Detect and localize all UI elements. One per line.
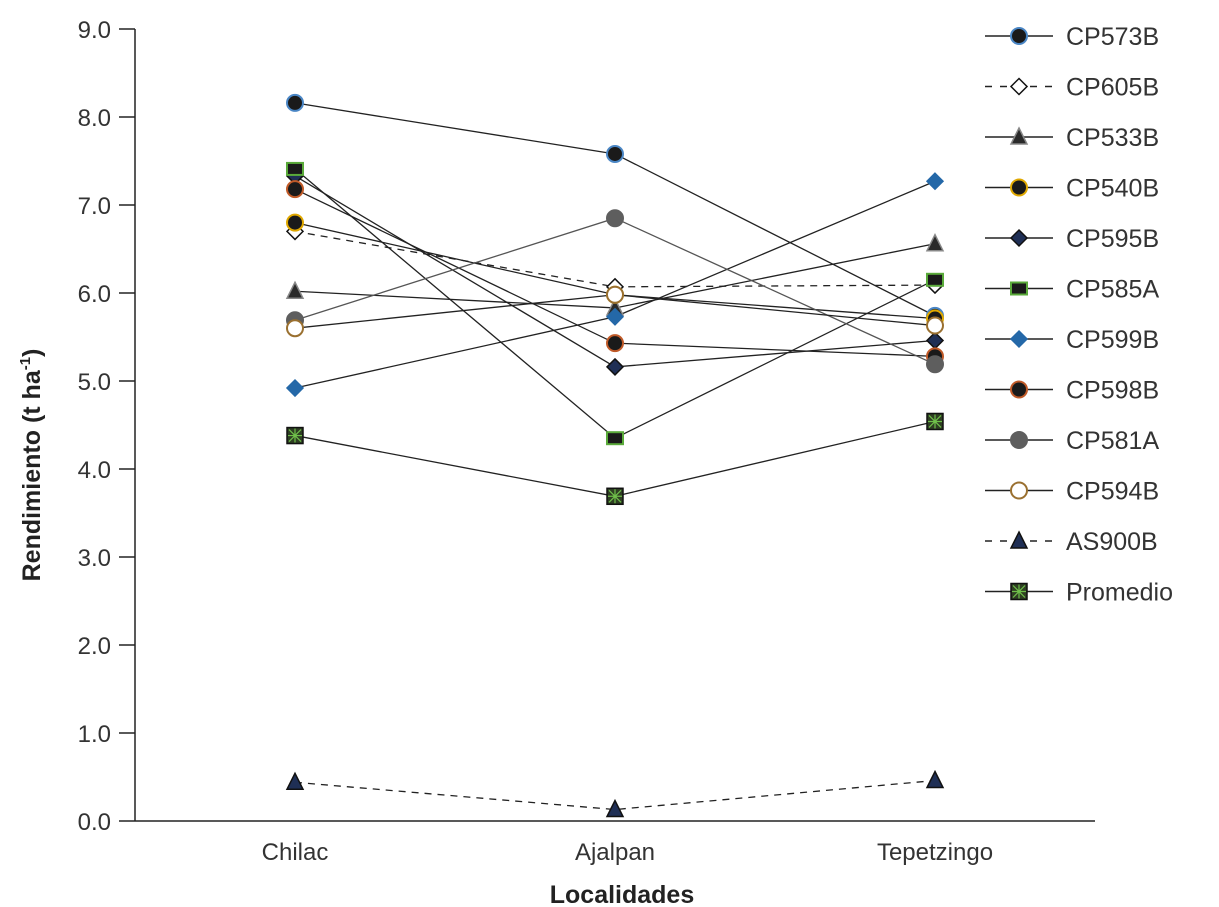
y-axis-title: Rendimiento (t ha-1) bbox=[17, 349, 46, 582]
legend-item-cp533b: CP533B bbox=[985, 124, 1159, 152]
legend-label: CP585A bbox=[1066, 276, 1159, 304]
legend-item-cp585a: CP585A bbox=[985, 276, 1159, 304]
legend-item-cp595b: CP595B bbox=[985, 225, 1159, 253]
legend-label: CP594B bbox=[1066, 478, 1159, 506]
legend-marker-cp573b bbox=[1010, 27, 1028, 45]
legend-label: CP598B bbox=[1066, 377, 1159, 405]
data-point-cp598b-ajalpan bbox=[606, 334, 624, 353]
data-point-cp598b-chilac bbox=[286, 180, 304, 199]
legend-marker-cp540b bbox=[1010, 178, 1028, 197]
legend-label: CP573B bbox=[1066, 23, 1159, 51]
x-tick-label: Ajalpan bbox=[575, 839, 655, 866]
y-tick-label: 5.0 bbox=[78, 369, 111, 396]
data-point-as900b-ajalpan bbox=[605, 798, 625, 818]
legend-marker-promedio bbox=[1010, 582, 1028, 601]
series-line-as900b bbox=[294, 779, 936, 811]
data-point-cp533b-tepetzingo bbox=[925, 233, 945, 252]
data-point-as900b-chilac bbox=[285, 771, 305, 791]
legend-item-cp605b: CP605B bbox=[985, 74, 1159, 102]
y-tick-label: 6.0 bbox=[78, 281, 111, 308]
legend-label: AS900B bbox=[1066, 528, 1158, 556]
legend-marker-cp595b bbox=[1009, 228, 1029, 248]
legend-item-cp599b: CP599B bbox=[985, 326, 1159, 354]
data-point-cp594b-chilac bbox=[286, 319, 304, 338]
legend-marker-as900b bbox=[1009, 530, 1029, 549]
data-point-as900b-tepetzingo bbox=[925, 769, 945, 789]
y-tick-label: 0.0 bbox=[78, 809, 111, 836]
y-axis-title-superscript: -1 bbox=[17, 357, 34, 370]
data-point-cp595b-ajalpan bbox=[605, 357, 625, 376]
x-tick-label: Chilac bbox=[262, 839, 329, 866]
axes bbox=[134, 29, 1095, 822]
data-point-promedio-tepetzingo bbox=[926, 412, 944, 431]
legend-label: CP540B bbox=[1066, 175, 1159, 203]
y-tick-label: 2.0 bbox=[78, 633, 111, 660]
legend-marker-cp594b bbox=[1010, 481, 1028, 500]
legend-marker-cp533b bbox=[1009, 126, 1029, 145]
legend-label: CP599B bbox=[1066, 326, 1159, 354]
legend-label: Promedio bbox=[1066, 579, 1173, 607]
y-tick-label: 3.0 bbox=[78, 545, 111, 572]
data-point-cp585a-chilac bbox=[286, 161, 304, 176]
data-point-cp585a-tepetzingo bbox=[926, 272, 944, 287]
data-point-cp540b-chilac bbox=[286, 213, 304, 232]
data-point-cp585a-ajalpan bbox=[606, 431, 624, 446]
legend-label: CP533B bbox=[1066, 124, 1159, 152]
legend-marker-cp605b bbox=[1009, 77, 1029, 96]
legend-label: CP605B bbox=[1066, 74, 1159, 102]
data-point-cp581a-tepetzingo bbox=[926, 355, 944, 374]
data-point-cp594b-ajalpan bbox=[606, 285, 624, 304]
data-point-cp573b-ajalpan bbox=[606, 144, 624, 163]
y-tick-label: 1.0 bbox=[78, 721, 111, 748]
y-axis-title-close: ) bbox=[18, 349, 46, 357]
data-point-promedio-chilac bbox=[286, 426, 304, 445]
data-point-cp599b-tepetzingo bbox=[925, 172, 945, 191]
legend: CP573B CP605B CP533B CP540B CP595B CP585A CP59… bbox=[985, 23, 1173, 607]
legend-item-cp540b: CP540B bbox=[985, 175, 1159, 203]
series-lines bbox=[294, 102, 936, 811]
data-point-cp573b-chilac bbox=[286, 93, 304, 112]
series-markers bbox=[285, 93, 945, 818]
x-tick-label: Tepetzingo bbox=[877, 839, 993, 866]
y-tick-label: 9.0 bbox=[78, 17, 111, 44]
legend-item-as900b: AS900B bbox=[985, 528, 1158, 556]
data-point-cp599b-chilac bbox=[285, 378, 305, 398]
data-point-cp595b-tepetzingo bbox=[925, 331, 945, 350]
y-tick-label: 4.0 bbox=[78, 457, 111, 484]
y-tick-label: 7.0 bbox=[78, 193, 111, 220]
y-tick-label: 8.0 bbox=[78, 105, 111, 132]
legend-item-cp581a: CP581A bbox=[985, 427, 1159, 455]
data-point-promedio-ajalpan bbox=[606, 487, 624, 506]
series-line-cp605b bbox=[294, 230, 936, 288]
y-axis-title-group: Rendimiento (t ha-1) bbox=[17, 349, 46, 582]
legend-marker-cp585a bbox=[1010, 281, 1028, 296]
data-point-cp599b-ajalpan bbox=[605, 307, 625, 326]
x-ticks: Chilac Ajalpan Tepetzingo bbox=[262, 839, 993, 866]
legend-label: CP581A bbox=[1066, 427, 1159, 455]
legend-marker-cp599b bbox=[1009, 329, 1029, 349]
legend-item-cp594b: CP594B bbox=[985, 478, 1159, 506]
data-point-cp533b-chilac bbox=[285, 280, 305, 299]
legend-item-cp598b: CP598B bbox=[985, 377, 1159, 405]
y-ticks: 0.0 1.0 2.0 3.0 4.0 5.0 6.0 7.0 8.0 9.0 bbox=[78, 17, 135, 836]
legend-label: CP595B bbox=[1066, 225, 1159, 253]
legend-marker-cp581a bbox=[1010, 431, 1028, 449]
data-point-cp594b-tepetzingo bbox=[926, 316, 944, 335]
legend-item-promedio: Promedio bbox=[985, 579, 1173, 607]
legend-marker-cp598b bbox=[1010, 380, 1028, 399]
legend-item-cp573b: CP573B bbox=[985, 23, 1159, 51]
y-axis-title-main: Rendimiento (t ha bbox=[18, 369, 46, 581]
data-point-cp581a-ajalpan bbox=[606, 209, 624, 228]
x-axis-title: Localidades bbox=[550, 881, 695, 907]
